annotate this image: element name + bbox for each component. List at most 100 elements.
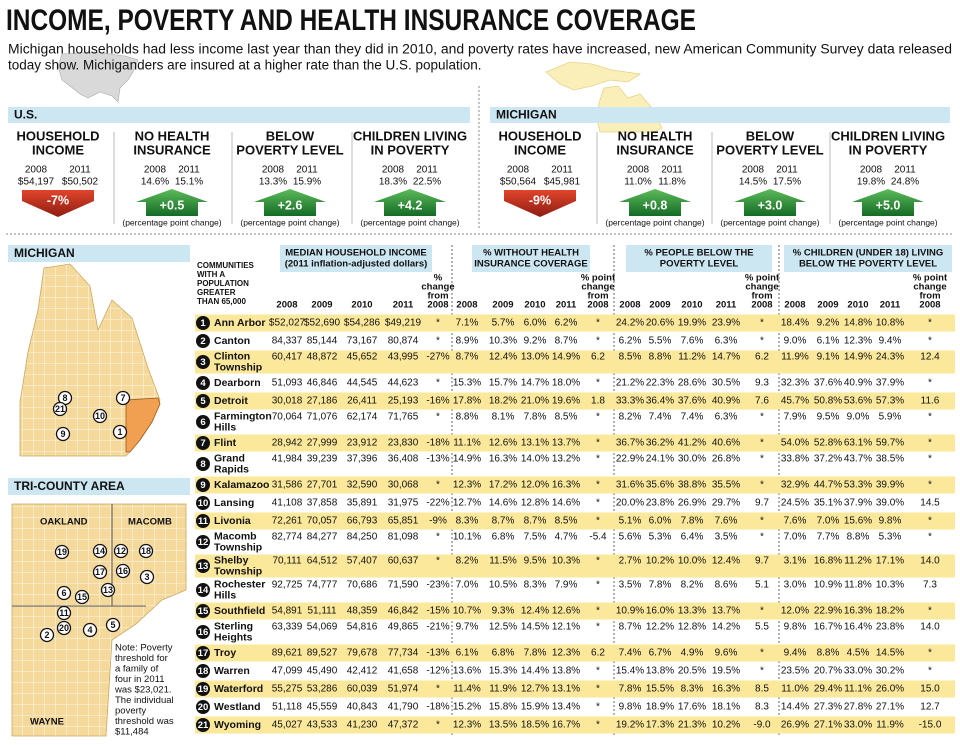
table-cell: 12.3% bbox=[453, 480, 481, 491]
table-cell: 41,790 bbox=[388, 702, 419, 713]
county-label: WAYNE bbox=[30, 717, 64, 728]
group-title: % CHILDREN (UNDER 18) LIVING bbox=[793, 248, 943, 259]
row-number-badge bbox=[196, 376, 210, 390]
table-cell: 5.6% bbox=[619, 532, 642, 543]
table-cell: * bbox=[436, 412, 440, 423]
table-cell: * bbox=[928, 648, 932, 659]
table-cell: * bbox=[596, 454, 600, 465]
row-number-badge bbox=[196, 700, 210, 714]
table-cell: 8.1% bbox=[492, 412, 515, 423]
table-cell: 12.8% bbox=[678, 622, 706, 633]
column-header: change bbox=[913, 282, 946, 293]
indicator-value: 15.9% bbox=[293, 177, 321, 188]
table-cell: 14.9% bbox=[552, 352, 580, 363]
intro-line: Michigan households had less income last… bbox=[8, 42, 952, 57]
table-cell: 1.8 bbox=[591, 396, 605, 407]
table-cell: 6.0% bbox=[649, 516, 672, 527]
table-cell: 4.7% bbox=[555, 532, 578, 543]
table-cell: 27,186 bbox=[307, 396, 338, 407]
map-marker-number: 2 bbox=[44, 630, 49, 640]
column-header: 2008 bbox=[456, 300, 477, 311]
indicator-title: BELOW bbox=[266, 128, 315, 143]
table-cell: 30.2% bbox=[876, 666, 904, 677]
row-number-badge bbox=[196, 583, 210, 597]
table-cell: 10.0% bbox=[678, 556, 706, 567]
column-header: 2010 bbox=[524, 300, 545, 311]
change-arrow-up bbox=[136, 189, 208, 216]
table-cell: 7.5% bbox=[524, 532, 547, 543]
table-cell: 12.1% bbox=[552, 622, 580, 633]
table-cell: * bbox=[596, 622, 600, 633]
table-cell: * bbox=[596, 606, 600, 617]
table-cell: 46,846 bbox=[307, 378, 338, 389]
table-cell: 7.9% bbox=[555, 580, 578, 591]
table-cell: 10.3% bbox=[489, 336, 517, 347]
table-cell: 33.0% bbox=[844, 666, 872, 677]
table-cell: 23.9% bbox=[712, 318, 740, 329]
panel-label: MICHIGAN bbox=[496, 108, 557, 122]
table-cell: 31.6% bbox=[616, 480, 644, 491]
indicator-change: -9% bbox=[529, 193, 551, 207]
table-cell: 9.7% bbox=[456, 622, 479, 633]
table-cell: 8.7% bbox=[619, 622, 642, 633]
table-cell: 13.6% bbox=[453, 666, 481, 677]
map-marker-number: 8 bbox=[62, 393, 67, 403]
table-cell: 13.1% bbox=[552, 684, 580, 695]
table-cell: 15.8% bbox=[489, 702, 517, 713]
table-cell: 47,099 bbox=[272, 666, 303, 677]
table-cell: 14.9% bbox=[453, 454, 481, 465]
table-cell: 47,372 bbox=[388, 720, 419, 731]
row-highlight bbox=[195, 512, 955, 530]
table-cell: 29.7% bbox=[712, 498, 740, 509]
table-cell: 12.4% bbox=[712, 556, 740, 567]
table-cell: * bbox=[596, 666, 600, 677]
table-cell: 5.3% bbox=[649, 532, 672, 543]
group-header-box bbox=[626, 245, 772, 272]
table-cell: 16.3% bbox=[844, 606, 872, 617]
table-cell: * bbox=[760, 318, 764, 329]
table-cell: 8.2% bbox=[681, 580, 704, 591]
county-label: MACOMB bbox=[128, 517, 172, 528]
column-header: 2010 bbox=[681, 300, 702, 311]
table-cell: 19.5% bbox=[712, 666, 740, 677]
table-cell: -27% bbox=[426, 352, 449, 363]
table-cell: 9.3 bbox=[755, 378, 769, 389]
table-cell: 11.0% bbox=[781, 684, 809, 695]
community-name: Wyoming bbox=[214, 719, 261, 731]
table-cell: 15.7% bbox=[489, 378, 517, 389]
table-cell: 27,999 bbox=[307, 438, 338, 449]
map-marker-number: 12 bbox=[116, 546, 126, 556]
table-cell: 8.5% bbox=[619, 352, 642, 363]
table-cell: 22.9% bbox=[616, 454, 644, 465]
community-name: Township bbox=[214, 541, 262, 553]
community-name: Westland bbox=[214, 701, 260, 713]
table-cell: 7.6% bbox=[715, 516, 738, 527]
table-cell: 15.2% bbox=[453, 702, 481, 713]
stub-header: COMMUNITIES bbox=[197, 261, 255, 270]
change-arrow-up bbox=[734, 189, 806, 216]
table-cell: 6.0% bbox=[524, 318, 547, 329]
table-cell: * bbox=[596, 412, 600, 423]
row-number: 18 bbox=[198, 666, 209, 677]
table-cell: 7.6% bbox=[784, 516, 807, 527]
row-highlight bbox=[195, 350, 955, 374]
community-name: Sterling bbox=[214, 620, 253, 632]
column-header: 2008 bbox=[751, 300, 772, 311]
row-number: 20 bbox=[198, 702, 209, 713]
row-number: 6 bbox=[200, 417, 205, 428]
column-header: 2011 bbox=[556, 300, 577, 311]
table-cell: * bbox=[436, 720, 440, 731]
stub-header: WITH A bbox=[197, 270, 225, 279]
table-cell: 37.9% bbox=[876, 378, 904, 389]
row-highlight bbox=[195, 554, 955, 578]
table-cell: 5.5 bbox=[755, 622, 769, 633]
table-cell: 41,230 bbox=[347, 720, 378, 731]
table-cell: -5.4 bbox=[589, 532, 607, 543]
table-cell: 40,843 bbox=[347, 702, 378, 713]
table-cell: * bbox=[596, 684, 600, 695]
tri-county-map bbox=[11, 503, 187, 737]
table-cell: 14.4% bbox=[781, 702, 809, 713]
indicator-title: NO HEALTH bbox=[618, 128, 693, 143]
table-cell: 33.8% bbox=[781, 454, 809, 465]
